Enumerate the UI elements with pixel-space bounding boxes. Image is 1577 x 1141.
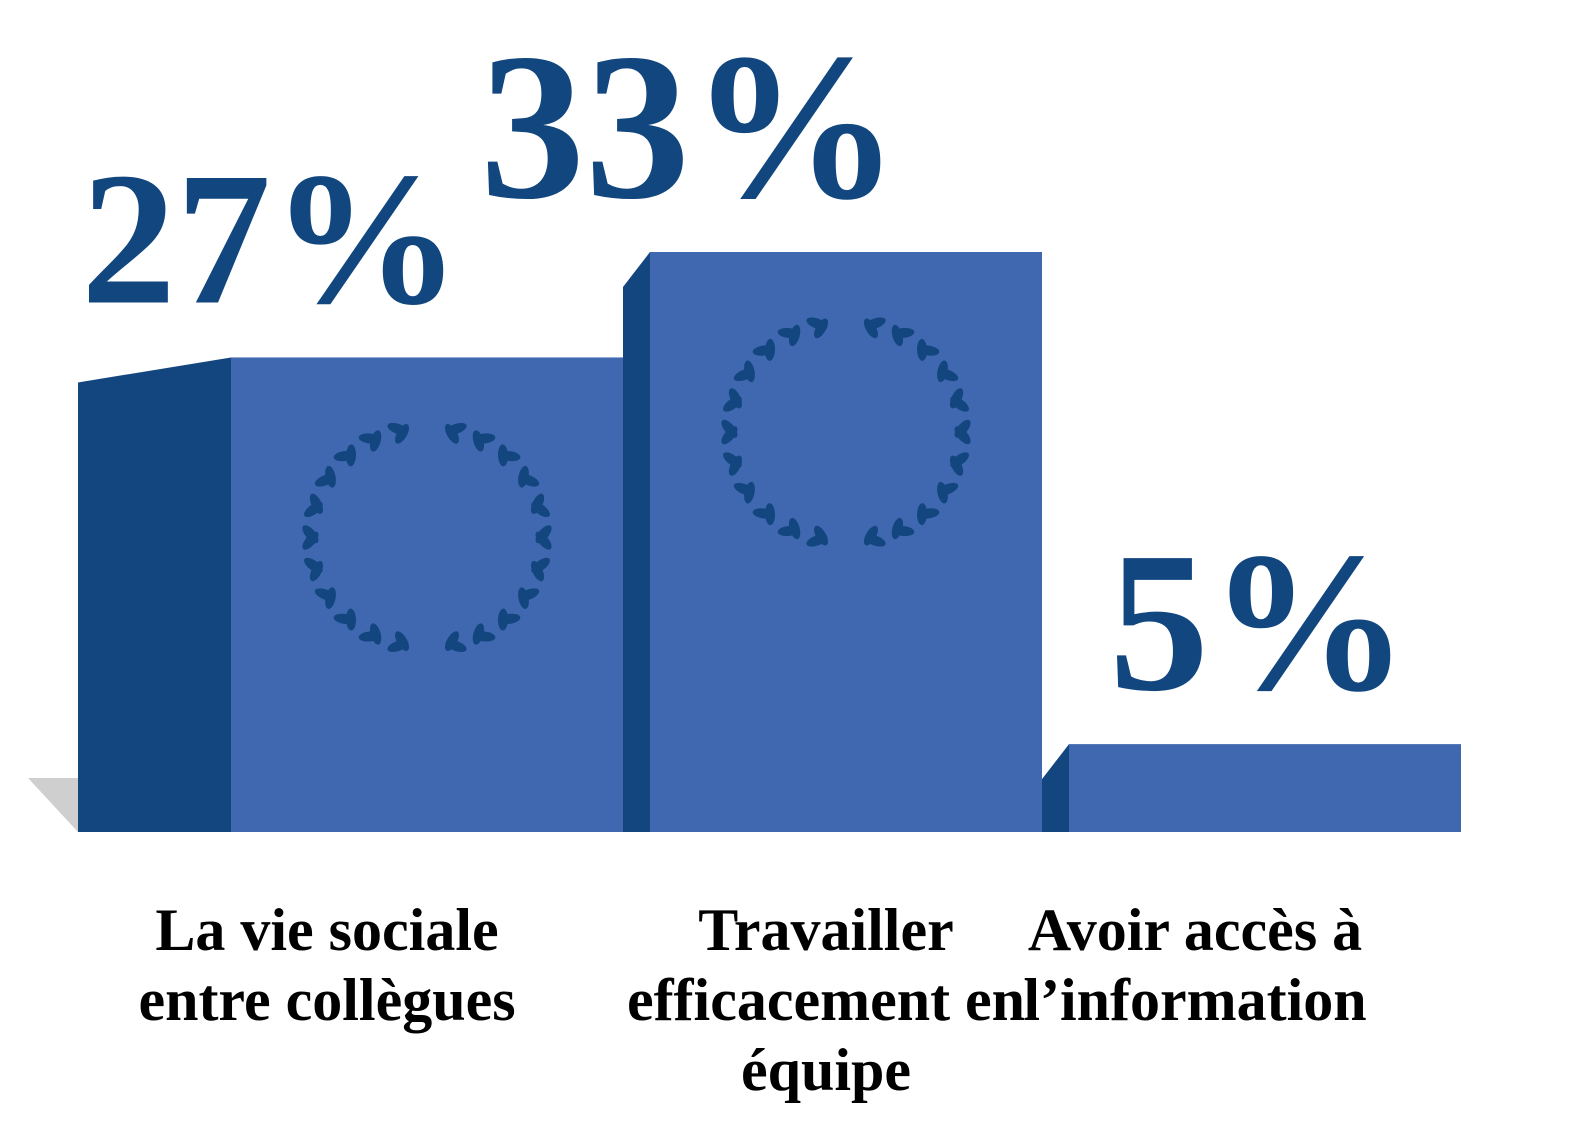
laurel-leaf	[728, 388, 743, 409]
bar-side	[78, 357, 231, 832]
value-label: 33%	[480, 11, 900, 243]
category-label: Travailler efficacement en équipe	[626, 897, 1026, 1103]
laurel-leaf	[358, 631, 381, 642]
laurel-leaf	[325, 465, 336, 488]
laurel-leaf	[333, 613, 356, 625]
category-label: La vie sociale entre collègues	[138, 897, 516, 1033]
laurel-leaf	[892, 525, 915, 537]
laurel-leaf	[535, 525, 552, 544]
laurel-leaf	[309, 493, 324, 514]
laurel-leaf	[864, 534, 886, 547]
laurel-leaf	[369, 430, 382, 452]
laurel-leaf	[863, 318, 878, 339]
laurel-leaf	[498, 444, 509, 467]
laurel-leaf	[445, 640, 467, 653]
laurel-leaf	[518, 588, 540, 601]
laurel-leaf	[764, 338, 775, 361]
laurel-leaf	[806, 534, 828, 547]
laurel-leaf	[950, 452, 969, 468]
laurel-leaf	[954, 419, 971, 438]
laurel-leaf	[444, 423, 459, 444]
value-label: 5%	[1109, 512, 1409, 733]
laurel-leaf	[498, 613, 521, 625]
laurel-leaf	[721, 419, 738, 438]
laurel-leaf	[345, 444, 356, 467]
laurel-leaf	[472, 430, 485, 452]
laurel-leaf	[530, 493, 545, 514]
shadow	[28, 778, 78, 832]
laurel-leaf	[314, 588, 336, 601]
laurel-leaf	[937, 360, 948, 383]
laurel-leaf	[917, 338, 928, 361]
bar	[231, 357, 623, 832]
laurel-leaf	[304, 557, 323, 574]
value-label: 27%	[81, 134, 461, 344]
bar-side	[1042, 744, 1069, 832]
category-label: Avoir accès à l’information	[1023, 897, 1367, 1033]
laurel-leaf	[814, 318, 829, 339]
laurel-leaf	[744, 360, 755, 383]
laurel-leaf	[387, 640, 409, 653]
laurel-leaf	[723, 452, 742, 468]
laurel-leaf	[395, 423, 410, 444]
laurel-leaf	[531, 557, 550, 574]
laurel-leaf	[473, 631, 496, 642]
laurel-leaf	[949, 388, 964, 409]
bar-side	[623, 252, 650, 832]
laurel-leaf	[518, 465, 529, 488]
laurel-leaf	[788, 324, 801, 347]
laurel-leaf	[777, 525, 800, 537]
laurel-leaf	[302, 525, 319, 544]
laurel-leaf	[891, 324, 904, 347]
laurel-leaf	[917, 508, 940, 519]
laurel-leaf	[752, 508, 775, 519]
laurel-leaf	[937, 482, 959, 496]
bar	[650, 252, 1042, 832]
bar	[1069, 744, 1461, 832]
laurel-leaf	[733, 482, 755, 496]
